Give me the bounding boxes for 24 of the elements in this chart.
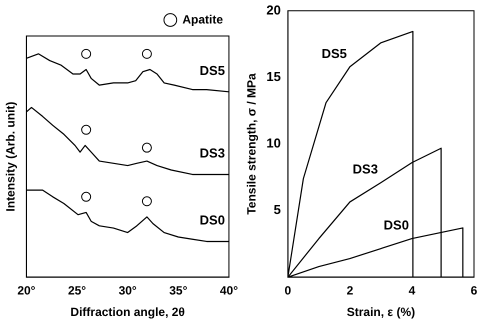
y-tick-label: 20: [266, 2, 281, 18]
legend-label: Apatite: [182, 12, 224, 26]
x-tick-label: 6: [470, 284, 478, 298]
x-axis-title: Diffraction angle, 2θ: [70, 305, 185, 320]
series-label: DS5: [200, 62, 225, 78]
x-tick-label: 40°: [220, 284, 238, 298]
series-label: DS3: [352, 162, 378, 177]
x-tick-label: 30°: [118, 284, 137, 298]
x-tick-label: 4: [408, 284, 416, 298]
x-tick-label: 20°: [17, 284, 36, 298]
y-tick-label: 15: [266, 68, 281, 84]
x-tick-label: 35°: [169, 284, 188, 298]
x-axis-title: Strain, ε (%): [346, 305, 416, 320]
x-tick-label: 0: [284, 284, 292, 298]
series-label: DS0: [200, 212, 225, 228]
y-tick-label: 5: [274, 202, 281, 218]
series-label: DS5: [322, 46, 347, 61]
x-tick-label: 2: [346, 284, 354, 298]
y-axis-title: Tensile strength, σ / MPa: [244, 73, 259, 215]
y-axis-title: Intensity (Arb. unit): [4, 102, 18, 212]
x-tick-label: 25°: [68, 284, 86, 298]
y-tick-label: 10: [266, 136, 281, 151]
series-label: DS0: [384, 218, 409, 233]
series-label: DS3: [200, 146, 225, 161]
